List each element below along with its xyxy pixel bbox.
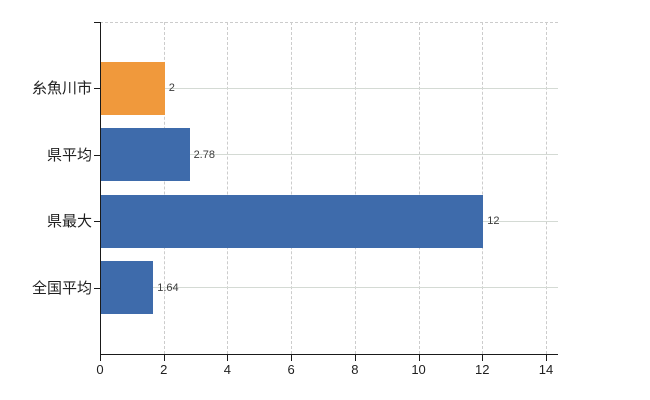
- x-axis-tick-label: 8: [351, 362, 359, 377]
- gridline-vertical: [354, 22, 356, 354]
- bar: [101, 261, 154, 315]
- y-axis-tick: [94, 221, 100, 223]
- x-axis-tick-label: 2: [160, 362, 168, 377]
- gridline-vertical: [546, 22, 547, 354]
- gridline-horizontal: [101, 287, 558, 289]
- bar-value-label: 12: [487, 215, 500, 228]
- gridline-vertical: [227, 22, 229, 354]
- gridline-vertical: [482, 22, 484, 354]
- y-axis-tick: [94, 22, 100, 23]
- y-axis-tick: [94, 88, 100, 90]
- gridline-vertical: [163, 22, 165, 354]
- y-axis-line: [100, 22, 101, 355]
- bar-value-label: 2: [168, 82, 175, 95]
- bar-value-label: 2.78: [193, 148, 215, 161]
- category-label: 糸魚川市: [31, 80, 92, 98]
- y-axis-tick: [94, 287, 100, 289]
- x-axis-tick: [100, 355, 101, 361]
- x-axis-tick: [354, 355, 356, 361]
- x-axis-tick: [418, 355, 420, 361]
- x-axis-tick: [163, 355, 165, 361]
- y-axis-tick: [94, 154, 100, 156]
- x-axis-tick: [546, 355, 547, 361]
- x-axis-line: [100, 354, 558, 355]
- bar: [101, 61, 165, 115]
- x-axis-tick-label: 10: [411, 362, 426, 377]
- x-axis-tick-label: 12: [475, 362, 490, 377]
- category-label: 県最大: [46, 213, 92, 231]
- bar: [101, 128, 190, 182]
- plot-top-border: [100, 22, 558, 23]
- bar: [101, 194, 484, 248]
- x-axis-tick-label: 4: [223, 362, 232, 377]
- x-axis-tick: [482, 355, 484, 361]
- gridline-vertical: [418, 22, 420, 354]
- category-label: 県平均: [46, 146, 92, 164]
- gridline-horizontal: [101, 87, 558, 89]
- x-axis-tick: [291, 355, 293, 361]
- x-axis-tick-label: 6: [287, 362, 295, 377]
- x-axis-tick-label: 0: [96, 362, 104, 377]
- x-axis-tick-label: 14: [538, 362, 554, 377]
- x-axis-tick: [227, 355, 229, 361]
- category-label: 全国平均: [31, 279, 92, 297]
- gridline-horizontal: [101, 154, 558, 156]
- bar-value-label: 1.64: [157, 281, 179, 294]
- gridline-vertical: [291, 22, 293, 354]
